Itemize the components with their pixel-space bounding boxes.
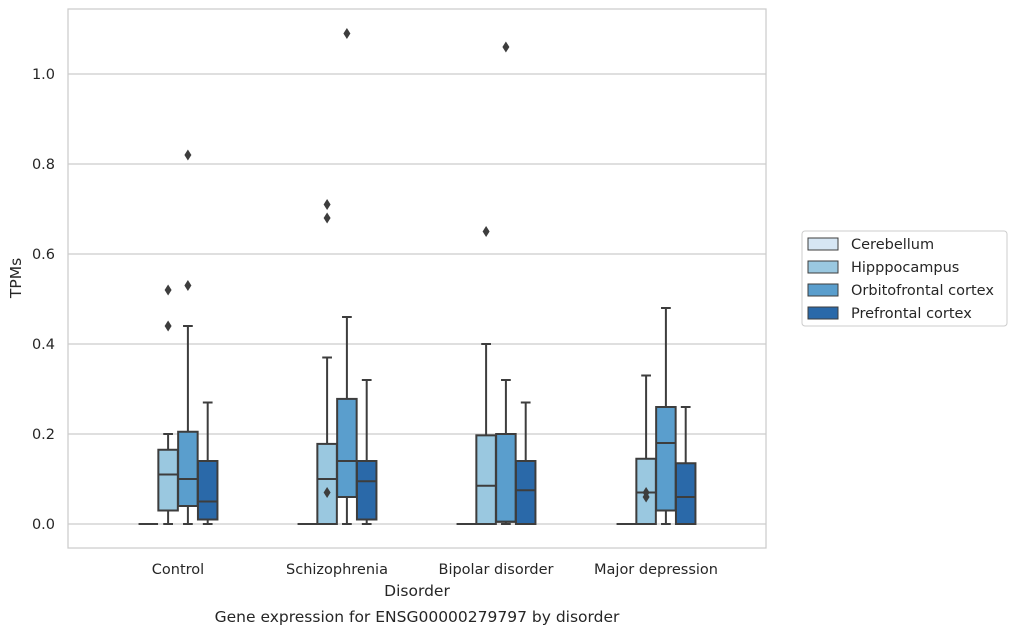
box bbox=[495, 41, 517, 525]
box bbox=[316, 199, 338, 525]
legend-swatch bbox=[807, 237, 839, 251]
box-body bbox=[495, 433, 517, 523]
outlier-point bbox=[184, 149, 192, 161]
x-tick-label: Control bbox=[152, 562, 204, 578]
box bbox=[355, 379, 378, 525]
outlier-point bbox=[502, 41, 510, 53]
y-tick-label: 0.8 bbox=[32, 157, 55, 173]
legend-label: Orbitofrontal cortex bbox=[851, 283, 994, 299]
box-body bbox=[355, 460, 378, 521]
x-axis-label: Disorder bbox=[384, 582, 450, 600]
outlier-point bbox=[642, 487, 650, 498]
legend: Cerebellum Hipppocampus Orbitofrontal cort… bbox=[801, 230, 1008, 327]
y-tick-label: 0.4 bbox=[32, 337, 55, 353]
outlier-point bbox=[164, 284, 172, 296]
box-body bbox=[655, 406, 677, 512]
outlier-point bbox=[323, 487, 331, 498]
legend-label: Prefrontal cortex bbox=[851, 306, 972, 322]
outlier-point bbox=[184, 280, 192, 291]
box bbox=[336, 28, 358, 525]
box bbox=[177, 149, 199, 525]
y-axis-label: TPMs bbox=[7, 258, 25, 299]
box bbox=[475, 226, 497, 526]
outlier-point bbox=[323, 212, 331, 224]
box-body bbox=[514, 460, 537, 525]
legend-swatch bbox=[807, 260, 839, 274]
box-body bbox=[316, 442, 338, 525]
y-axis-ticks: 0.0 0.2 0.4 0.6 0.8 1.0 bbox=[32, 67, 55, 533]
x-tick-label: Schizophrenia bbox=[286, 562, 388, 578]
y-tick-label: 0.6 bbox=[32, 247, 55, 263]
box bbox=[635, 374, 657, 525]
figure-caption: Gene expression for ENSG00000279797 by d… bbox=[215, 608, 620, 626]
y-tick-label: 0.0 bbox=[32, 517, 55, 533]
box-body bbox=[674, 462, 697, 525]
box-body bbox=[475, 434, 497, 526]
legend-label: Cerebellum bbox=[851, 237, 934, 253]
outlier-point bbox=[343, 28, 351, 39]
box bbox=[514, 401, 537, 525]
box-body bbox=[336, 397, 358, 498]
legend-swatch bbox=[807, 306, 839, 320]
plot-area-frame bbox=[67, 8, 767, 549]
outlier-point bbox=[164, 320, 172, 332]
legend-frame bbox=[801, 230, 1008, 327]
box bbox=[674, 406, 697, 525]
box-body bbox=[177, 430, 199, 507]
legend-swatch bbox=[807, 283, 839, 297]
box bbox=[157, 284, 179, 525]
x-axis-ticks: Control Schizophrenia Bipolar disorder Majo… bbox=[152, 562, 718, 578]
box bbox=[196, 401, 219, 525]
legend-label: Hipppocampus bbox=[851, 260, 959, 276]
outlier-point bbox=[482, 226, 490, 237]
x-tick-label: Bipolar disorder bbox=[439, 562, 554, 578]
y-tick-label: 0.2 bbox=[32, 427, 55, 443]
y-tick-label: 1.0 bbox=[32, 67, 55, 83]
box-body bbox=[196, 460, 219, 521]
box bbox=[655, 307, 677, 525]
box-series bbox=[138, 28, 697, 526]
x-tick-label: Major depression bbox=[594, 562, 718, 578]
outlier-point bbox=[323, 199, 331, 210]
box-body bbox=[157, 448, 179, 512]
